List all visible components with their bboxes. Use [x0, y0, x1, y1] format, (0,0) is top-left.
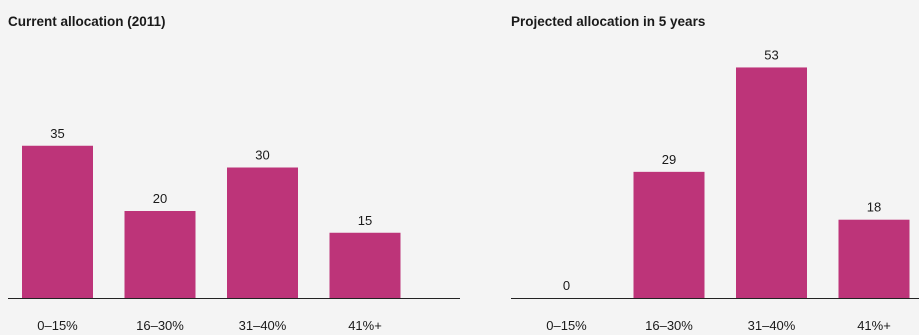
- x-tick-label: 31–40%: [748, 318, 796, 333]
- bar-2: [124, 211, 196, 298]
- x-tick-label: 0–15%: [37, 318, 78, 333]
- data-label: 29: [662, 152, 676, 167]
- chart-title: Current allocation (2011): [8, 14, 166, 29]
- bar-4: [838, 219, 910, 298]
- chart-panel-current: Current allocation (2011) 35 0–15% 20 16–30…: [8, 14, 460, 333]
- x-tick-label: 31–40%: [239, 318, 287, 333]
- x-tick-label: 0–15%: [546, 318, 587, 333]
- chart-title: Projected allocation in 5 years: [511, 14, 706, 29]
- data-label: 35: [50, 126, 64, 141]
- bar-3: [736, 67, 807, 298]
- bar-1: [22, 145, 93, 298]
- x-tick-label: 16–30%: [136, 318, 184, 333]
- bar-4: [329, 232, 401, 298]
- x-tick-label: 41%+: [857, 318, 891, 333]
- x-tick-label: 16–30%: [645, 318, 693, 333]
- bar-2: [633, 171, 705, 298]
- bar-chart-projected: 0 0–15% 29 16–30% 53 31–40% 18 41%+: [511, 47, 919, 333]
- chart-panel-projected: Projected allocation in 5 years 0 0–15% 29…: [460, 0, 919, 335]
- data-label: 53: [764, 47, 778, 62]
- data-label: 20: [153, 191, 167, 206]
- data-label: 18: [867, 200, 881, 215]
- bar-3: [227, 167, 298, 298]
- x-tick-label: 41%+: [348, 318, 382, 333]
- data-label: 0: [563, 278, 570, 293]
- data-label: 30: [255, 148, 269, 163]
- bar-chart-current: 35 0–15% 20 16–30% 30 31–40% 15 41%+: [8, 126, 460, 333]
- data-label: 15: [358, 213, 372, 228]
